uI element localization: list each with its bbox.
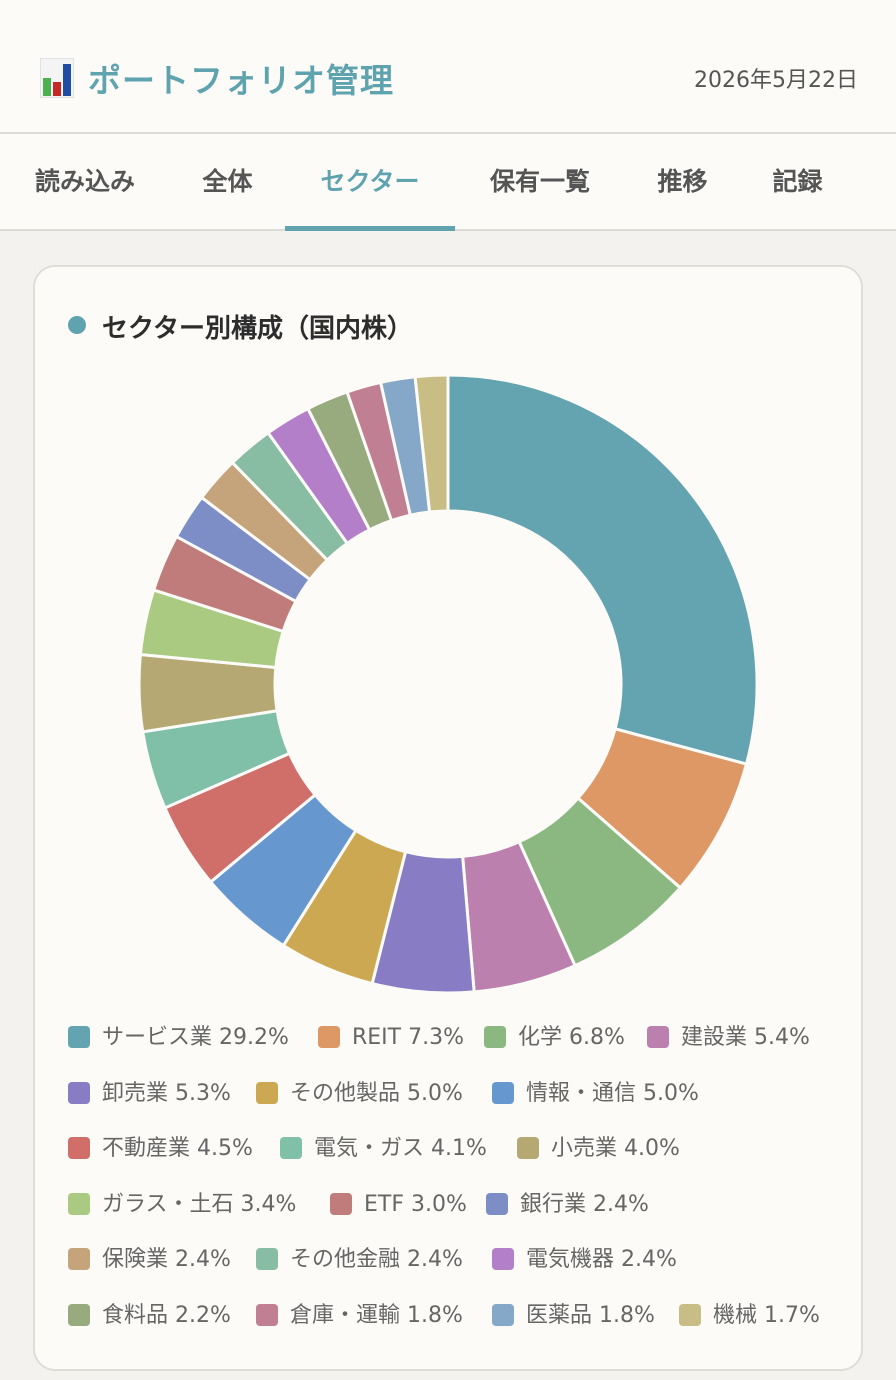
legend-item[interactable]: ガラス・土石 3.4% — [68, 1177, 296, 1233]
legend-item[interactable]: その他金融 2.4% — [256, 1232, 463, 1288]
legend-value: 4.0% — [617, 1136, 680, 1161]
legend-item[interactable]: 保険業 2.4% — [68, 1232, 231, 1288]
legend-swatch — [647, 1026, 669, 1048]
tab-holdings[interactable]: 保有一覧 — [489, 167, 590, 196]
app-title: ポートフォリオ管理 — [88, 61, 394, 100]
tab-record[interactable]: 記録 — [772, 167, 823, 196]
legend-item[interactable]: REIT 7.3% — [318, 1010, 464, 1066]
legend-item[interactable]: 情報・通信 5.0% — [492, 1066, 699, 1122]
legend-value: 2.4% — [614, 1247, 677, 1272]
legend-value: 2.4% — [400, 1247, 463, 1272]
card-title: セクター別構成（国内株） — [102, 314, 413, 344]
legend-label: ガラス・土石 — [102, 1191, 234, 1217]
legend-swatch — [68, 1081, 90, 1104]
legend-label: 機械 — [713, 1302, 758, 1328]
legend-item[interactable]: 小売業 4.0% — [517, 1121, 680, 1177]
legend-label: ETF — [364, 1191, 404, 1217]
legend-item[interactable]: 卸売業 5.3% — [68, 1066, 231, 1122]
donut-slice-0[interactable] — [446, 373, 759, 766]
donut-slice-19[interactable] — [413, 373, 450, 514]
legend-item[interactable]: ETF 3.0% — [330, 1177, 467, 1233]
legend-swatch — [330, 1192, 352, 1215]
legend-item[interactable]: 機械 1.7% — [679, 1288, 820, 1344]
legend-swatch — [492, 1303, 514, 1326]
legend-swatch — [68, 1137, 90, 1159]
legend-swatch — [492, 1248, 514, 1270]
legend-swatch — [679, 1303, 701, 1326]
legend-label: 医薬品 — [526, 1302, 593, 1328]
legend-value: 5.4% — [747, 1025, 810, 1050]
legend-label: その他製品 — [290, 1080, 401, 1106]
legend-value: 5.0% — [400, 1080, 463, 1106]
legend-label: 保険業 — [102, 1247, 169, 1272]
current-date: 2026年5月22日 — [694, 68, 858, 93]
legend-label: 小売業 — [551, 1136, 618, 1161]
legend-item[interactable]: 倉庫・運輸 1.8% — [256, 1288, 463, 1344]
legend-value: 29.2% — [212, 1025, 289, 1050]
legend-label: サービス業 — [102, 1025, 213, 1050]
tab-bar: 読み込み 全体 セクター 保有一覧 推移 記録 — [0, 134, 896, 231]
legend-value: 1.8% — [592, 1302, 655, 1328]
legend-label: 食料品 — [102, 1302, 169, 1328]
legend-label: 情報・通信 — [526, 1080, 637, 1106]
legend-item[interactable]: 建設業 5.4% — [647, 1010, 810, 1066]
legend-value: 7.3% — [401, 1025, 465, 1050]
legend-label: REIT — [352, 1025, 402, 1050]
tab-import[interactable]: 読み込み — [34, 167, 135, 196]
legend-value: 1.8% — [400, 1302, 463, 1328]
legend-value: 3.0% — [404, 1191, 467, 1217]
legend-item[interactable]: 電気・ガス 4.1% — [280, 1121, 487, 1177]
bar-chart-icon — [40, 58, 74, 98]
legend-value: 6.8% — [562, 1025, 625, 1050]
legend-label: 倉庫・運輸 — [290, 1302, 401, 1328]
legend-item[interactable]: 不動産業 4.5% — [68, 1121, 253, 1177]
legend-swatch — [68, 1026, 90, 1048]
legend-swatch — [484, 1026, 506, 1048]
legend-swatch — [68, 1303, 90, 1326]
legend-label: 化学 — [518, 1025, 563, 1050]
legend-label: 銀行業 — [520, 1191, 587, 1217]
legend-swatch — [256, 1303, 278, 1326]
tab-overall[interactable]: 全体 — [202, 167, 253, 196]
legend-swatch — [68, 1248, 90, 1270]
legend-value: 2.4% — [586, 1191, 649, 1217]
legend-item[interactable]: サービス業 29.2% — [68, 1010, 289, 1066]
app-header: ポートフォリオ管理 2026年5月22日 — [0, 0, 896, 134]
legend-label: 卸売業 — [102, 1080, 169, 1106]
legend-value: 4.5% — [190, 1136, 253, 1161]
legend-item[interactable]: 化学 6.8% — [484, 1010, 625, 1066]
legend-value: 2.4% — [168, 1247, 231, 1272]
legend-item[interactable]: 銀行業 2.4% — [486, 1177, 649, 1233]
legend-value: 1.7% — [757, 1302, 820, 1328]
legend-value: 5.0% — [636, 1080, 699, 1106]
legend-item[interactable]: 食料品 2.2% — [68, 1288, 231, 1344]
legend-swatch — [492, 1081, 514, 1104]
legend-label: 不動産業 — [102, 1136, 191, 1161]
title-dot-icon — [68, 316, 86, 334]
tab-trend[interactable]: 推移 — [657, 167, 708, 196]
tab-sector[interactable]: セクター — [285, 134, 455, 231]
legend-item[interactable]: その他製品 5.0% — [256, 1066, 463, 1122]
legend-label: 電気機器 — [526, 1247, 615, 1272]
legend-swatch — [517, 1137, 539, 1159]
legend-value: 5.3% — [168, 1080, 231, 1106]
legend-swatch — [68, 1192, 90, 1215]
legend-item[interactable]: 医薬品 1.8% — [492, 1288, 655, 1344]
legend-label: 電気・ガス — [314, 1136, 425, 1161]
legend-label: 建設業 — [681, 1025, 748, 1050]
legend-value: 3.4% — [233, 1191, 297, 1217]
legend-swatch — [256, 1248, 278, 1270]
legend-swatch — [486, 1192, 508, 1215]
legend-value: 2.2% — [168, 1302, 231, 1328]
legend-value: 4.1% — [424, 1136, 487, 1161]
legend-swatch — [318, 1026, 340, 1048]
legend-swatch — [256, 1081, 278, 1104]
legend-swatch — [280, 1137, 302, 1159]
legend-label: その他金融 — [290, 1247, 401, 1272]
legend-item[interactable]: 電気機器 2.4% — [492, 1232, 677, 1288]
